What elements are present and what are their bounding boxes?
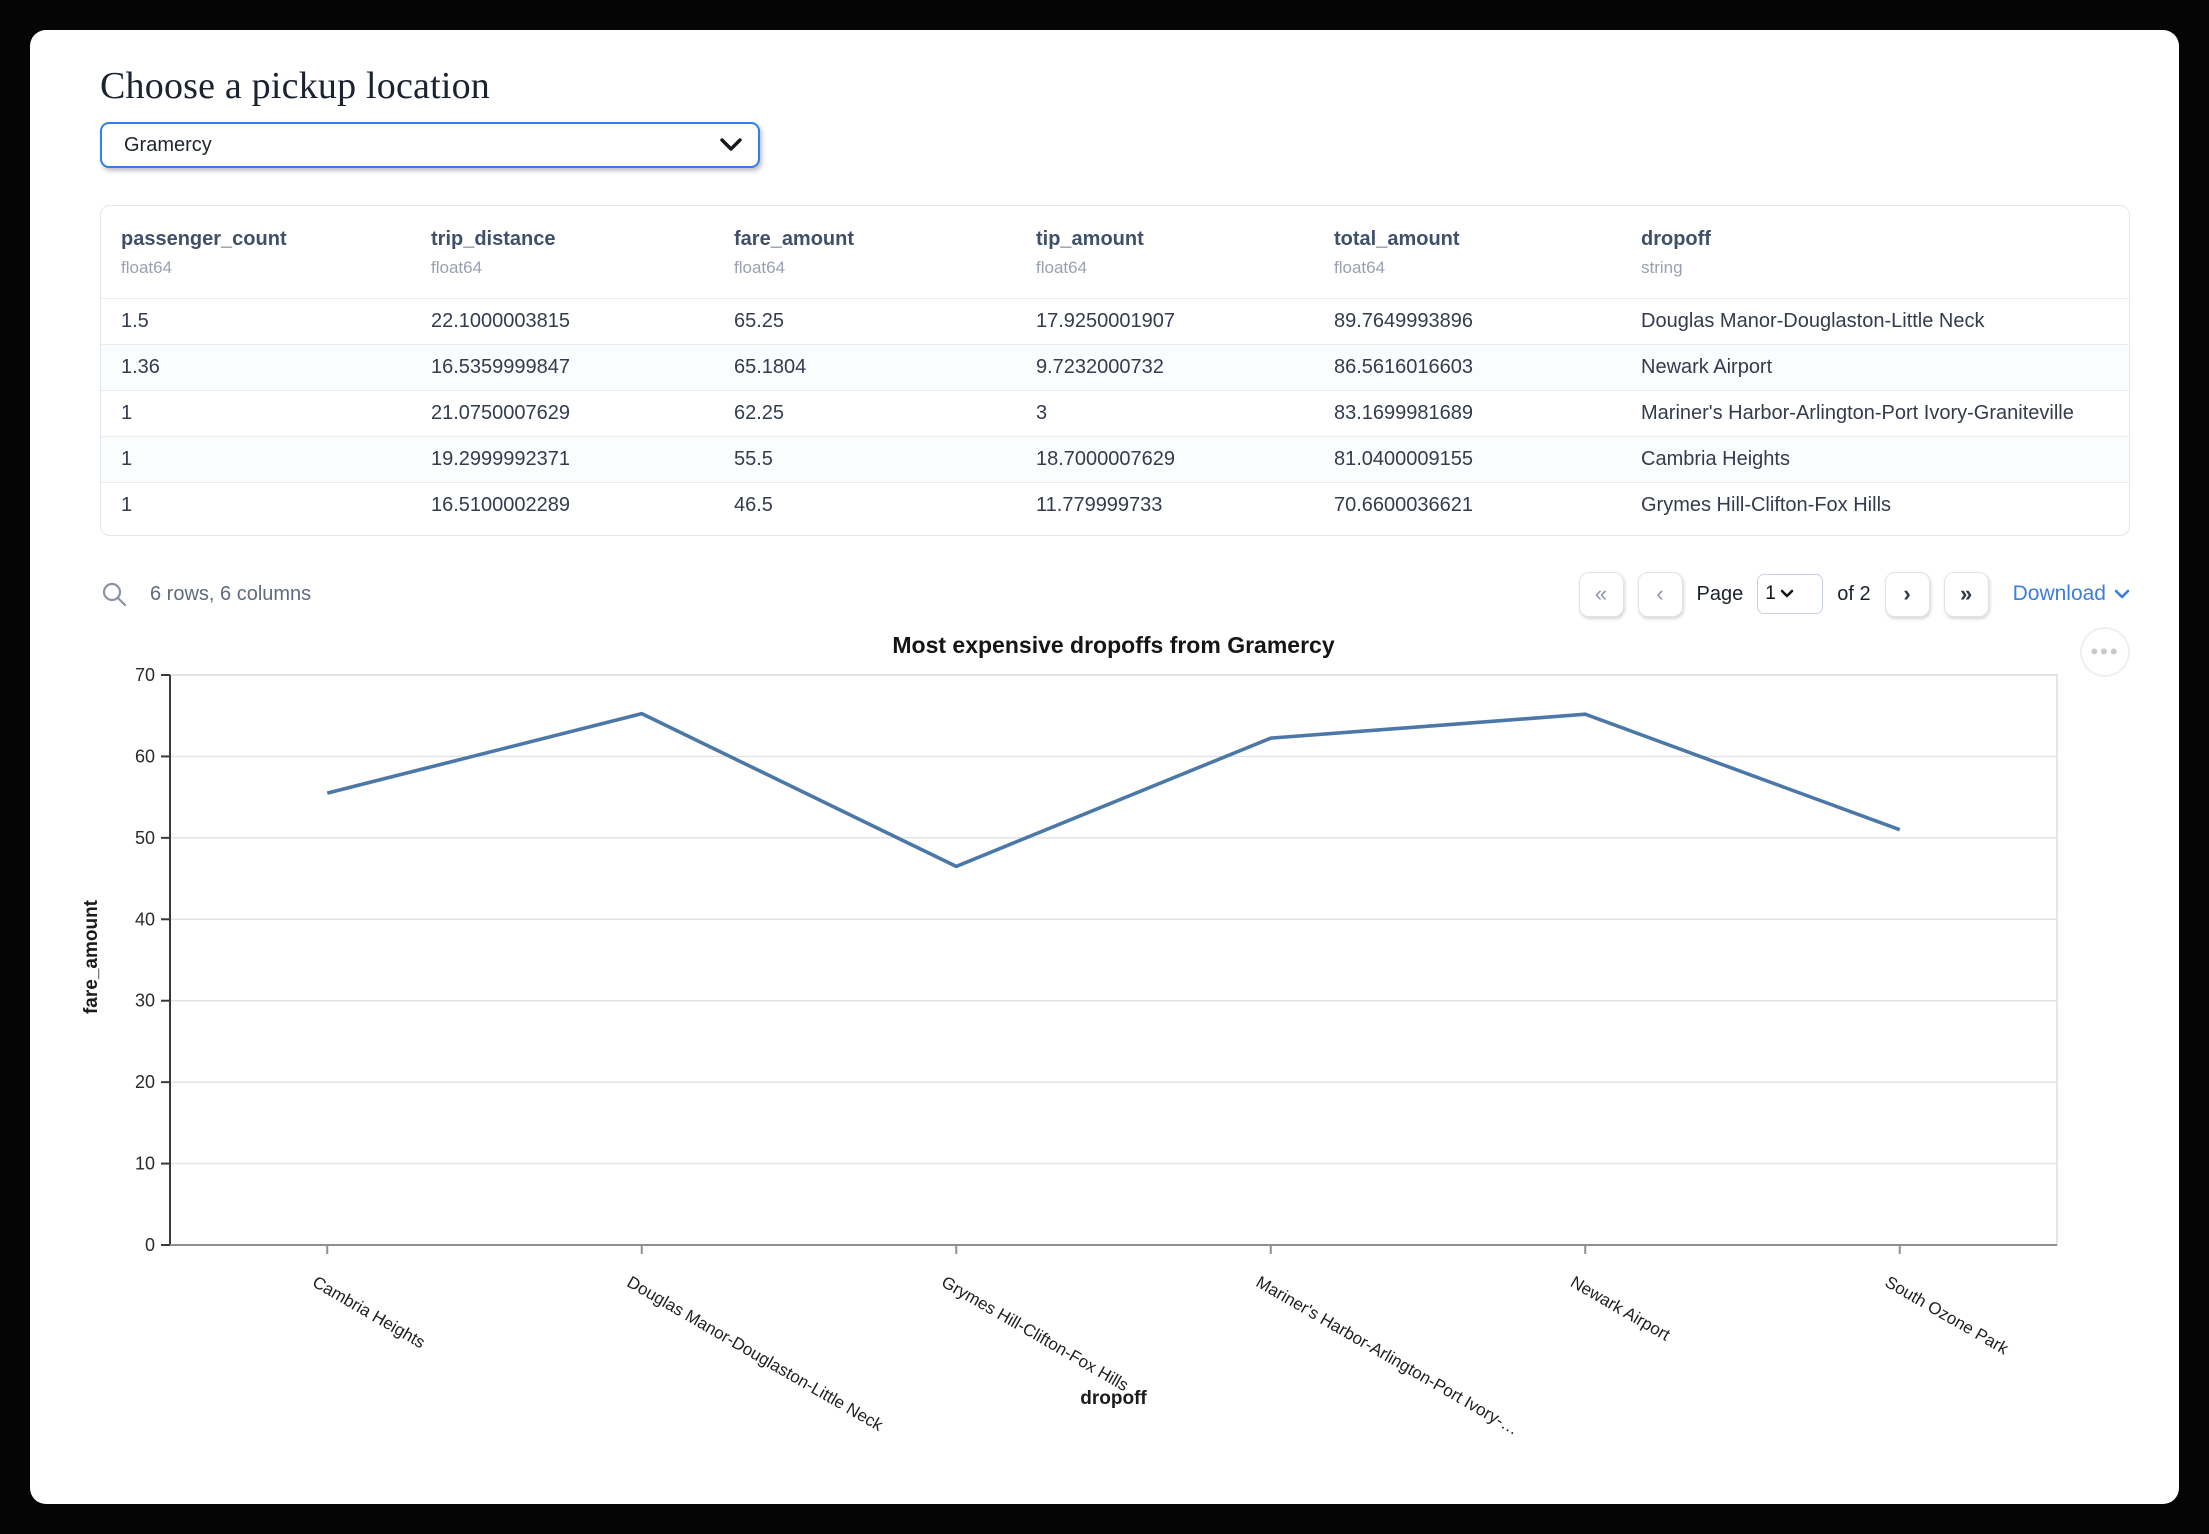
table-body: 1.5 22.1000003815 65.25 17.9250001907 89.764… [101, 298, 2129, 528]
chart-x-tick-label: Grymes Hill-Clifton-Fox Hills [938, 1272, 1132, 1395]
table-cell: 3 [1036, 402, 1048, 424]
chevron-down-icon [1780, 589, 1794, 598]
table-cell: 19.2999992371 [431, 448, 571, 470]
chart-title: Most expensive dropoffs from Gramercy [892, 632, 1335, 658]
column-name: trip_distance [431, 228, 556, 250]
table-cell: 81.0400009155 [1334, 448, 1474, 470]
pickup-location-select[interactable]: Gramercy [100, 122, 760, 168]
column-type: float64 [431, 258, 483, 277]
table-cell: 83.1699981689 [1334, 402, 1474, 424]
column-header[interactable]: fare_amount float64 [734, 226, 1036, 298]
chevron-down-icon [720, 138, 742, 151]
table-row: 1 19.2999992371 55.5 18.7000007629 81.040000… [101, 436, 2129, 482]
table-cell: 1.5 [121, 310, 149, 332]
table-cell: 11.779999733 [1036, 494, 1163, 516]
column-name: dropoff [1641, 228, 1711, 250]
column-type: float64 [121, 258, 173, 277]
column-type: float64 [1036, 258, 1088, 277]
table-cell: 16.5100002289 [431, 494, 571, 516]
table-cell: 46.5 [734, 494, 773, 516]
table-cell: 18.7000007629 [1036, 448, 1176, 470]
page-number-value: 1 [1765, 583, 1776, 604]
table-cell: 17.9250001907 [1036, 310, 1176, 332]
table-cell: 70.6600036621 [1334, 494, 1474, 516]
last-page-button[interactable]: » [1943, 571, 1989, 617]
pickup-location-value: Gramercy [124, 133, 212, 156]
app-page: Choose a pickup location Gramercy passen… [30, 30, 2179, 1504]
chart-y-axis-title: fare_amount [81, 899, 102, 1015]
column-name: fare_amount [734, 228, 855, 250]
table-footer: 6 rows, 6 columns « ‹ Page 1 of 2 › » Do… [100, 570, 2130, 618]
table-cell: 1.36 [121, 356, 160, 378]
table-cell: 16.5359999847 [431, 356, 571, 378]
column-header[interactable]: tip_amount float64 [1036, 226, 1334, 298]
chart-menu-button[interactable]: ••• [2080, 627, 2130, 677]
column-header[interactable]: trip_distance float64 [431, 226, 734, 298]
column-header[interactable]: dropoff string [1641, 226, 2129, 298]
table-cell: 1 [121, 402, 133, 424]
table-cell: Mariner's Harbor-Arlington-Port Ivory-Gr… [1641, 402, 2074, 424]
chevron-down-icon [2114, 589, 2130, 598]
chart-y-tick-label: 40 [135, 909, 155, 929]
table-cell: Newark Airport [1641, 356, 1773, 378]
table-row: 1.5 22.1000003815 65.25 17.9250001907 89.764… [101, 298, 2129, 344]
download-label: Download [2012, 582, 2106, 605]
table-row: 1 16.5100002289 46.5 11.779999733 70.6600036… [101, 482, 2129, 528]
table-cell: Grymes Hill-Clifton-Fox Hills [1641, 494, 1892, 516]
chart-y-tick-label: 60 [135, 746, 155, 766]
chart-x-tick-label: Cambria Heights [309, 1272, 428, 1352]
table-row: 1 21.0750007629 62.25 3 83.1699981689 Mariner… [101, 390, 2129, 436]
page-of-label: of 2 [1837, 582, 1871, 605]
chart-y-tick-label: 70 [135, 665, 155, 685]
table-cell: 22.1000003815 [431, 310, 571, 332]
chart-y-tick-label: 0 [145, 1235, 155, 1255]
table-cell: 9.7232000732 [1036, 356, 1164, 378]
chart-x-tick-label: South Ozone Park [1882, 1272, 2012, 1358]
page-number-select[interactable]: 1 [1757, 574, 1824, 614]
chart-x-tick-label: Douglas Manor-Douglaston-Little Neck [624, 1272, 887, 1435]
column-header[interactable]: passenger_count float64 [121, 226, 431, 298]
chart-y-tick-label: 10 [135, 1154, 155, 1174]
chart-x-axis-title: dropoff [1080, 1388, 1147, 1409]
table-cell: 21.0750007629 [431, 402, 571, 424]
table-cell: 65.1804 [734, 356, 807, 378]
chart-y-tick-label: 30 [135, 991, 155, 1011]
column-type: float64 [734, 258, 786, 277]
table-cell: 86.5616016603 [1334, 356, 1474, 378]
table-cell: 55.5 [734, 448, 773, 470]
pagination: « ‹ Page 1 of 2 › » Download [1578, 571, 2130, 617]
table-cell: Douglas Manor-Douglaston-Little Neck [1641, 310, 1985, 332]
chart-line [326, 711, 1901, 869]
chart-y-tick-label: 20 [135, 1072, 155, 1092]
chart-plot-border [169, 674, 2058, 1246]
page-label: Page [1696, 582, 1744, 605]
chart-y-tick-label: 50 [135, 828, 155, 848]
column-type: float64 [1334, 258, 1386, 277]
column-header[interactable]: total_amount float64 [1334, 226, 1641, 298]
table-summary: 6 rows, 6 columns [150, 582, 312, 605]
table-cell: 62.25 [734, 402, 785, 424]
column-name: passenger_count [121, 228, 287, 250]
column-name: tip_amount [1036, 228, 1144, 250]
search-icon[interactable] [100, 580, 128, 608]
table-cell: Cambria Heights [1641, 448, 1790, 470]
column-name: total_amount [1334, 228, 1460, 250]
first-page-button[interactable]: « [1578, 571, 1624, 617]
chart-x-tick-label: Newark Airport [1567, 1272, 1673, 1344]
prev-page-button[interactable]: ‹ [1637, 571, 1683, 617]
chart-x-tick-label: Mariner's Harbor-Arlington-Port Ivory-… [1253, 1272, 1522, 1438]
table-row: 1.36 16.5359999847 65.1804 9.7232000732 86.5… [101, 344, 2129, 390]
download-button[interactable]: Download [2013, 582, 2130, 606]
ellipsis-icon: ••• [2090, 639, 2120, 664]
page-title: Choose a pickup location [100, 65, 490, 107]
table-cell: 1 [121, 494, 133, 516]
column-type: string [1641, 258, 1683, 277]
table-cell: 65.25 [734, 310, 785, 332]
table-cell: 89.7649993896 [1334, 310, 1474, 332]
table-cell: 1 [121, 448, 133, 470]
next-page-button[interactable]: › [1884, 571, 1930, 617]
